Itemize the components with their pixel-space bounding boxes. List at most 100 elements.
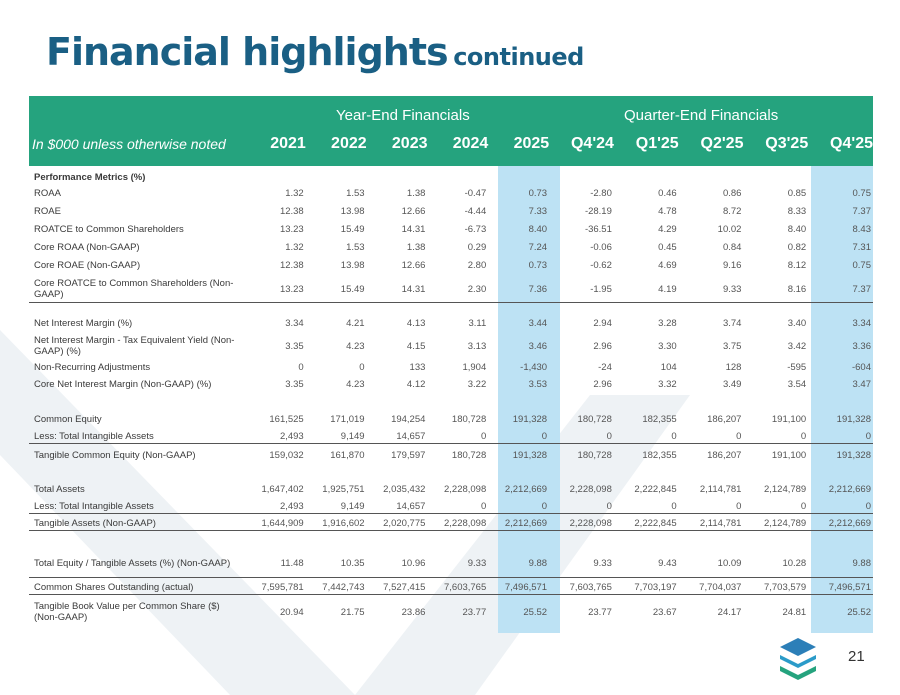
cell-quarter-value: 0.86	[722, 187, 742, 199]
cell-quarter-value: 7.37	[852, 205, 872, 217]
cell-quarter-value: -24	[598, 361, 612, 373]
cell-year-value: 25.52	[523, 606, 548, 618]
cell-year-value: 10.96	[401, 558, 426, 569]
table-row: ROAE 12.38 13.98 12.66 -4.44 7.33 -28.19 4.78 8.…	[29, 204, 873, 218]
cell-quarter-value: 180,728	[577, 413, 612, 425]
cell-quarter-value: 191,328	[836, 413, 871, 425]
row-label: Core ROAE (Non-GAAP)	[34, 259, 141, 271]
row-label: Common Shares Outstanding (actual)	[34, 581, 194, 593]
cell-quarter-value: 7,603,765	[569, 581, 612, 593]
cell-quarter-value: 3.74	[722, 317, 742, 329]
cell-quarter-value: 2.96	[593, 378, 612, 390]
cell-quarter-value: 4.29	[658, 223, 677, 235]
cell-quarter-value: 0	[671, 431, 677, 442]
cell-quarter-value: 2,124,789	[763, 483, 807, 495]
cell-quarter-value: -0.62	[590, 259, 612, 271]
cell-quarter-value: 10.28	[782, 558, 807, 569]
table-row: Less: Total Intangible Assets 2,493 9,149 1…	[29, 430, 873, 444]
cell-quarter-value: 7.31	[852, 241, 872, 253]
cell-year-value: 0	[480, 501, 487, 512]
cell-quarter-value: 0.85	[787, 187, 807, 199]
cell-quarter-value: 3.30	[658, 340, 677, 352]
cell-quarter-value: 7,496,571	[828, 581, 871, 593]
cell-quarter-value: 10.09	[717, 558, 742, 569]
cell-quarter-value: 2,124,789	[763, 518, 807, 529]
cell-quarter-value: 180,728	[577, 449, 612, 461]
year-end-group-label: Year-End Financials	[336, 107, 470, 124]
cell-year-value: 15.49	[340, 283, 365, 295]
column-header-year: 2021	[270, 135, 306, 152]
row-label: Core Net Interest Margin (Non-GAAP) (%)	[34, 378, 212, 390]
cell-year-value: 1,925,751	[322, 483, 365, 495]
cell-year-value: 2,493	[279, 431, 304, 442]
cell-year-value: 171,019	[330, 413, 365, 425]
cell-year-value: 194,254	[391, 413, 426, 425]
row-label: Net Interest Margin - Tax Equivalent Yie…	[34, 335, 235, 357]
cell-year-value: 7,442,743	[322, 581, 365, 593]
cell-year-value: 180,728	[451, 449, 487, 461]
cell-quarter-value: 3.47	[852, 378, 872, 390]
cell-year-value: 3.22	[467, 378, 487, 390]
cell-quarter-value: 0	[736, 501, 742, 512]
row-label: Less: Total Intangible Assets	[34, 501, 154, 512]
cell-year-value: 3.46	[528, 340, 548, 352]
cell-year-value: 3.35	[285, 340, 304, 352]
row-label: Tangible Assets (Non-GAAP)	[34, 518, 156, 529]
cell-quarter-value: 128	[725, 361, 742, 373]
cell-year-value: 179,597	[391, 449, 426, 461]
row-label: ROAE	[34, 205, 61, 217]
cell-quarter-value: 2,212,669	[828, 483, 871, 495]
cell-quarter-value: 3.32	[658, 378, 677, 390]
cell-quarter-value: 2,228,098	[569, 518, 612, 529]
column-header-year: 2023	[391, 135, 428, 152]
stacked-layers-logo-icon	[780, 638, 816, 680]
cell-year-value: 2,228,098	[443, 518, 487, 529]
table-row: ROAA 1.32 1.53 1.38 -0.47 0.73 -2.80 0.46 0.86 0.…	[29, 186, 873, 200]
cell-year-value: 3.11	[468, 317, 487, 329]
cell-year-value: 2,020,775	[383, 518, 426, 529]
cell-year-value: 4.21	[346, 317, 365, 329]
cell-quarter-value: 2,222,845	[634, 483, 677, 495]
cell-year-value: 2,212,669	[504, 483, 548, 495]
cell-year-value: 133	[409, 361, 426, 373]
cell-year-value: 3.34	[285, 317, 304, 329]
cell-year-value: 14.31	[401, 223, 426, 235]
column-header-year: 2025	[513, 135, 550, 152]
cell-year-value: 8.40	[528, 223, 548, 235]
page-title: Financial highlights continued	[46, 30, 584, 74]
cell-year-value: 1,647,402	[261, 483, 304, 495]
highlight-column-q4-25	[811, 166, 873, 633]
cell-quarter-value: 3.28	[658, 317, 677, 329]
cell-quarter-value: 191,328	[836, 449, 871, 461]
cell-quarter-value: 23.67	[652, 606, 677, 618]
cell-year-value: 7.33	[528, 205, 548, 217]
row-label: Performance Metrics (%)	[34, 171, 146, 183]
cell-quarter-value: 3.40	[787, 317, 807, 329]
cell-quarter-value: 9.88	[852, 558, 872, 569]
table-row: Total Equity / Tangible Assets (%) (Non-…	[29, 550, 873, 578]
row-label: Total Assets	[34, 483, 85, 495]
cell-quarter-value: 8.12	[787, 259, 807, 271]
cell-year-value: 1,904	[462, 361, 487, 373]
cell-year-value: 23.77	[462, 606, 487, 618]
table-row: Performance Metrics (%)	[29, 170, 873, 184]
cell-year-value: 159,032	[269, 449, 304, 461]
cell-year-value: 2,212,669	[504, 518, 548, 529]
cell-year-value: 0	[298, 361, 304, 373]
cell-year-value: 180,728	[451, 413, 487, 425]
row-label: Core ROATCE to Common Shareholders (Non-…	[34, 278, 234, 300]
cell-quarter-value: -0.06	[590, 241, 612, 253]
cell-year-value: 2,493	[279, 501, 304, 512]
cell-quarter-value: 0	[800, 431, 807, 442]
cell-year-value: 23.86	[401, 606, 426, 618]
cell-year-value: 7,603,765	[443, 581, 487, 593]
row-label: Tangible Book Value per Common Share ($)…	[34, 601, 220, 623]
table-row: Core ROATCE to Common Shareholders (Non-…	[29, 276, 873, 303]
cell-year-value: 1.38	[406, 241, 426, 253]
quarter-end-group-label: Quarter-End Financials	[624, 107, 779, 124]
cell-year-value: 3.53	[528, 378, 548, 390]
cell-year-value: 7,496,571	[504, 581, 548, 593]
cell-quarter-value: 0.75	[852, 259, 872, 271]
cell-year-value: 2.30	[467, 283, 487, 295]
cell-quarter-value: 4.69	[658, 259, 677, 271]
